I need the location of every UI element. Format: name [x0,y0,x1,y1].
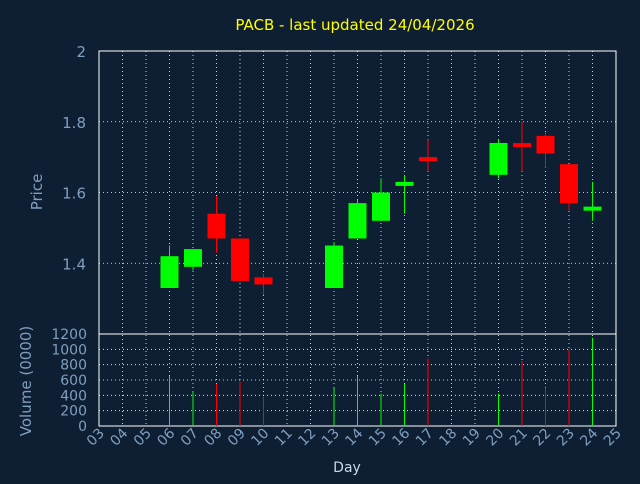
volume-tick-label: 400 [60,388,87,404]
day-tick-label: 21 [507,426,531,450]
candle-body [560,164,578,204]
day-tick-label: 22 [530,426,554,450]
price-tick-label: 1.6 [62,185,86,203]
day-tick-label: 14 [342,425,366,449]
day-tick-label: 03 [84,426,108,450]
day-tick-label: 18 [436,426,460,450]
candle-body [419,157,437,162]
day-tick-label: 20 [483,426,507,450]
day-tick-label: 25 [601,426,625,450]
day-axis-label: Day [333,460,361,476]
price-tick-label: 2 [76,43,86,61]
day-tick-label: 17 [413,426,437,450]
grid-lines [99,51,616,426]
volume-tick-label: 800 [60,358,87,374]
candle-body [348,203,367,239]
day-tick-label: 08 [201,426,225,450]
candle-body [207,213,226,239]
day-tick-label: 15 [366,426,390,450]
price-tick-label: 1.8 [62,114,86,132]
day-tick-label: 12 [295,426,319,450]
day-tick-label: 06 [154,425,178,449]
volume-tick-label: 200 [60,404,87,420]
day-tick-label: 10 [248,426,272,450]
day-tick-label: 24 [577,425,601,449]
candle-body [160,256,179,289]
chart-title: PACB - last updated 24/04/2026 [235,16,474,34]
candle-body [254,277,273,285]
candle-body [231,238,249,281]
candle-body [184,249,202,267]
day-tick-label: 04 [107,425,131,449]
price-axis-label: Price [28,174,46,211]
day-tick-label: 11 [272,426,296,450]
price-tick-label: 1.4 [62,255,86,273]
candle-body [513,142,531,147]
candle-body [536,135,555,154]
day-tick-label: 19 [460,426,484,450]
volume-tick-label: 600 [60,373,87,389]
day-tick-label: 23 [554,426,578,450]
candle-body [489,142,508,175]
candle-body [372,192,390,221]
day-tick-label: 16 [389,425,413,449]
volume-axis-label: Volume (0000) [17,326,35,436]
candle-body [583,206,602,211]
candle-body [325,245,343,289]
volume-tick-label: 1200 [51,327,87,343]
volume-tick-label: 0 [78,419,87,435]
day-tick-label: 13 [319,426,343,450]
day-tick-label: 05 [131,426,155,450]
volume-tick-label: 1000 [51,342,87,358]
day-tick-label: 09 [225,426,249,450]
candle-body [395,181,414,186]
day-tick-label: 07 [178,426,202,450]
